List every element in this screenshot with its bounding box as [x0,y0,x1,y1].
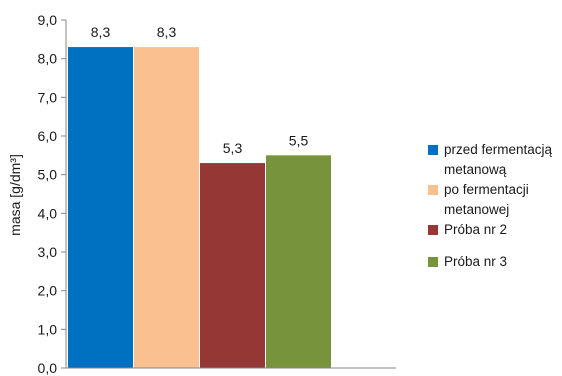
legend-swatch [428,185,438,195]
data-labels: 8,3 8,3 5,3 5,5 [91,24,309,156]
legend-label: Próba nr 2 [444,222,508,237]
legend-item-3: Próba nr 2 [428,220,560,240]
y-tick-label: 9,0 [38,12,58,28]
data-label-1: 8,3 [91,24,111,40]
legend-item-1: przed fermentacją metanową [428,140,560,180]
y-tick-label: 2,0 [38,283,58,299]
y-tick-label: 4,0 [38,205,58,221]
y-tick-label: 5,0 [38,167,58,183]
legend-label: Próba nr 3 [444,254,508,269]
legend-swatch [428,145,438,155]
y-tick-label: 7,0 [38,89,58,105]
legend-label: po fermentacji metanowej [444,182,529,217]
bar-3 [200,163,265,368]
y-tick-label: 6,0 [38,128,58,144]
data-label-2: 8,3 [157,24,177,40]
y-tick-label: 0,0 [38,360,58,376]
y-axis-label: masa [g/dm³] [7,154,23,236]
legend-item-2: po fermentacji metanowej [428,180,560,220]
bar-2 [134,47,199,369]
legend-swatch [428,225,438,235]
legend: przed fermentacją metanową po fermentacji… [428,140,560,272]
legend-swatch [428,257,438,267]
y-tick-label: 3,0 [38,244,58,260]
bar-4 [266,155,331,368]
y-tick-label: 1,0 [38,321,58,337]
bar-1 [68,47,133,369]
legend-label: przed fermentacją metanową [444,142,553,177]
legend-item-4: Próba nr 3 [428,252,560,272]
data-label-3: 5,3 [223,140,243,156]
y-tick-label: 8,0 [38,51,58,67]
y-axis-ticks: 0,0 1,0 2,0 3,0 4,0 5,0 6,0 7,0 8,0 9,0 [38,12,66,376]
data-label-4: 5,5 [289,132,309,148]
bars [68,47,331,369]
